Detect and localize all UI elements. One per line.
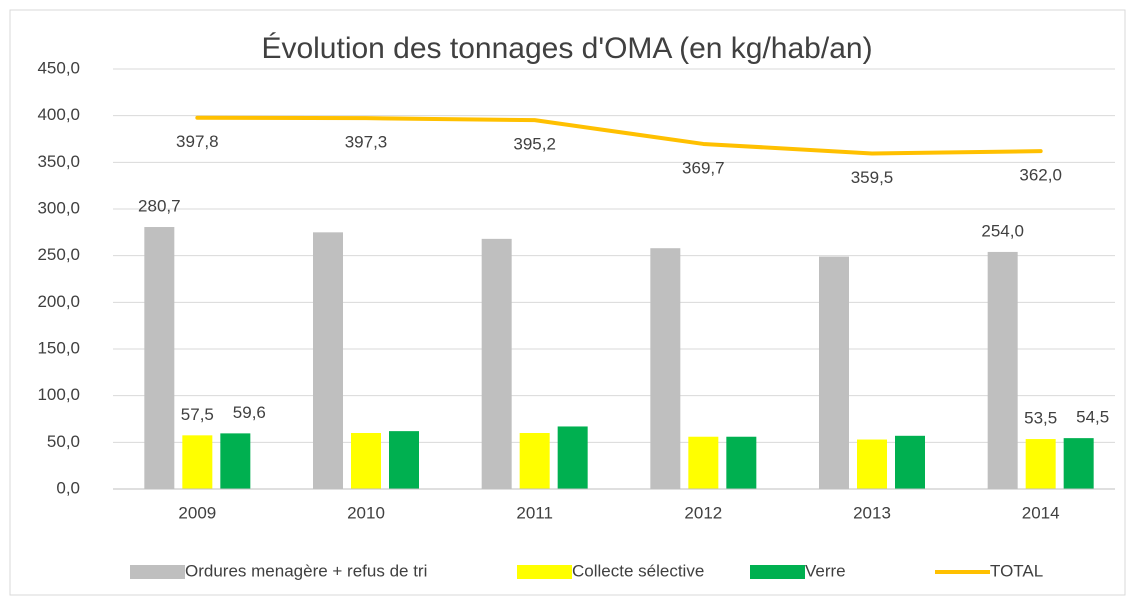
line-series (195, 115, 1043, 156)
y-tick-label: 450,0 (37, 58, 80, 77)
legend-label: Collecte sélective (572, 561, 704, 580)
legend-label: TOTAL (990, 561, 1043, 580)
data-label: 397,8 (176, 132, 219, 151)
y-tick-label: 0,0 (56, 478, 80, 497)
y-tick-label: 350,0 (37, 152, 80, 171)
data-label: 280,7 (138, 196, 181, 215)
x-tick-label: 2013 (853, 503, 891, 522)
legend-label: Verre (805, 561, 846, 580)
data-label: 57,5 (181, 405, 214, 424)
bar (1063, 438, 1094, 489)
x-tick-label: 2010 (347, 503, 385, 522)
data-label: 395,2 (513, 135, 556, 154)
bar (895, 435, 925, 489)
data-label: 53,5 (1024, 409, 1057, 428)
y-tick-label: 300,0 (37, 198, 80, 217)
legend-swatch (130, 565, 185, 579)
y-tick-label: 400,0 (37, 105, 80, 124)
legend-label: Ordures menagère + refus de tri (185, 561, 427, 580)
bar (819, 256, 849, 489)
data-label: 362,0 (1019, 166, 1062, 185)
bar (987, 251, 1018, 489)
y-tick-label: 100,0 (37, 385, 80, 404)
data-label: 397,3 (345, 133, 388, 152)
bar (313, 232, 343, 490)
data-label: 369,7 (682, 158, 725, 177)
bar (557, 426, 588, 489)
data-label: 359,5 (851, 168, 894, 187)
y-tick-label: 250,0 (37, 245, 80, 264)
bar (1025, 439, 1056, 489)
bar (220, 433, 251, 489)
bar (389, 431, 419, 489)
bar (182, 435, 213, 489)
data-label: 54,5 (1076, 408, 1109, 427)
y-tick-label: 50,0 (47, 432, 80, 451)
x-tick-label: 2011 (516, 503, 553, 522)
chart-title: Évolution des tonnages d'OMA (en kg/hab/… (261, 32, 872, 65)
x-tick-label: 2009 (178, 503, 216, 522)
x-tick-label: 2014 (1022, 503, 1060, 522)
legend-swatch (750, 565, 805, 579)
x-tick-label: 2012 (684, 503, 722, 522)
bar (481, 238, 512, 489)
bar (857, 439, 887, 489)
bar (688, 436, 719, 489)
y-tick-label: 150,0 (37, 338, 80, 357)
legend-swatch (517, 565, 572, 579)
y-tick-label: 200,0 (37, 292, 80, 311)
bar (726, 436, 757, 489)
data-label: 59,6 (233, 403, 266, 422)
bar (519, 433, 550, 489)
bar (650, 248, 681, 489)
bar (144, 227, 175, 489)
bar (351, 433, 381, 489)
data-label: 254,0 (981, 221, 1024, 240)
